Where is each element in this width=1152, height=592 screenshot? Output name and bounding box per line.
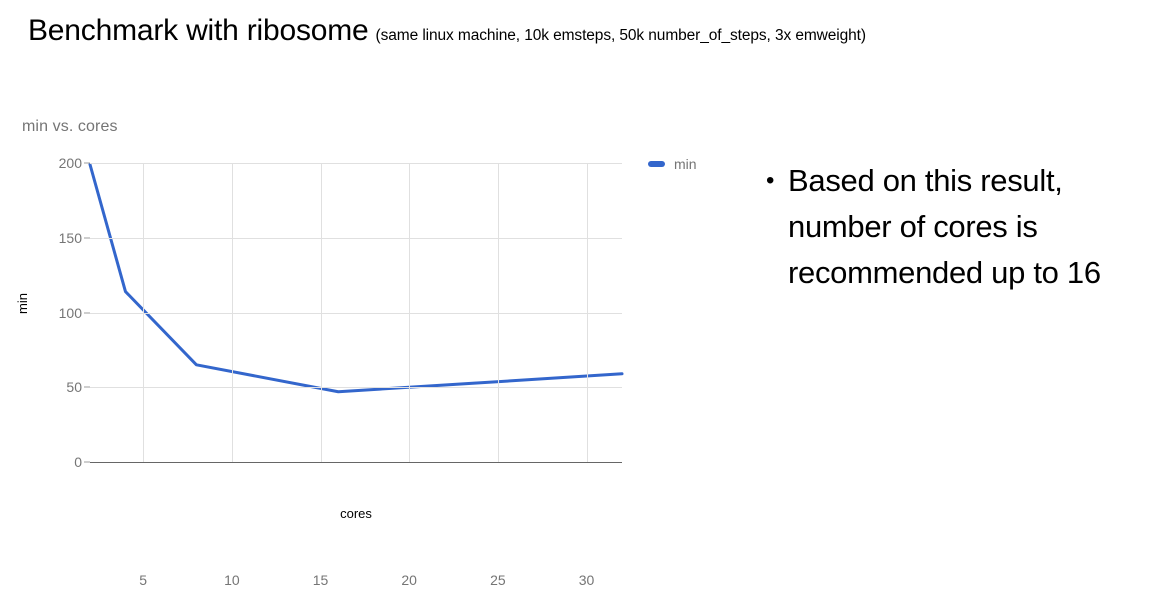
chart-plot-area <box>88 163 624 463</box>
y-axis-tick-mark <box>84 386 90 388</box>
x-axis-tick: 30 <box>578 572 595 588</box>
legend-label-min: min <box>674 156 697 172</box>
x-axis-tick: 25 <box>490 572 506 588</box>
gridline-horizontal <box>90 163 622 164</box>
y-axis-tick-labels: 0 50 100 150 200 <box>22 155 82 470</box>
x-axis-label: cores <box>340 506 372 521</box>
y-axis-tick: 50 <box>66 379 82 396</box>
chart-series-line <box>88 163 624 394</box>
gridline-vertical <box>497 163 499 462</box>
x-axis-tick: 10 <box>224 572 240 588</box>
y-axis-label: min <box>14 293 30 314</box>
y-axis-tick-mark <box>84 461 90 463</box>
slide-title-main: Benchmark with ribosome <box>28 14 369 47</box>
line-chart[interactable]: min vs. cores 0 50 100 150 200 5 10 15 20 25 30 m… <box>0 104 720 588</box>
gridline-vertical <box>586 163 588 462</box>
bullet-list: • Based on this result, number of cores … <box>766 158 1141 296</box>
x-axis-tick: 20 <box>401 572 417 588</box>
gridline-vertical <box>409 163 411 462</box>
gridline-vertical <box>320 163 322 462</box>
gridline-horizontal <box>90 237 622 239</box>
y-axis-tick-mark <box>84 162 90 164</box>
legend-swatch-min <box>648 161 665 167</box>
y-axis-tick: 0 <box>74 454 82 470</box>
bullet-text: Based on this result, number of cores is… <box>788 163 1101 290</box>
y-axis-tick: 100 <box>58 304 82 321</box>
y-axis-tick-mark <box>84 237 90 239</box>
gridline-horizontal <box>90 312 622 314</box>
bullet-marker-icon: • <box>766 167 775 194</box>
gridline-horizontal <box>90 387 622 389</box>
chart-title: min vs. cores <box>22 118 118 135</box>
y-axis-tick-mark <box>84 312 90 313</box>
slide-title: Benchmark with ribosome (same linux machi… <box>28 14 1128 48</box>
gridline-horizontal <box>90 462 622 463</box>
chart-legend[interactable]: min <box>648 156 697 172</box>
gridline-vertical <box>143 163 145 462</box>
slide-title-subtitle: (same linux machine, 10k emsteps, 50k nu… <box>375 27 867 44</box>
gridline-vertical <box>231 163 233 462</box>
y-axis-tick: 200 <box>58 155 82 171</box>
x-axis-tick: 5 <box>139 572 148 588</box>
x-axis-tick: 15 <box>312 572 329 588</box>
y-axis-tick: 150 <box>58 229 82 246</box>
x-axis-tick-labels: 5 10 15 20 25 30 <box>90 572 622 592</box>
list-item: • Based on this result, number of cores … <box>766 158 1141 296</box>
